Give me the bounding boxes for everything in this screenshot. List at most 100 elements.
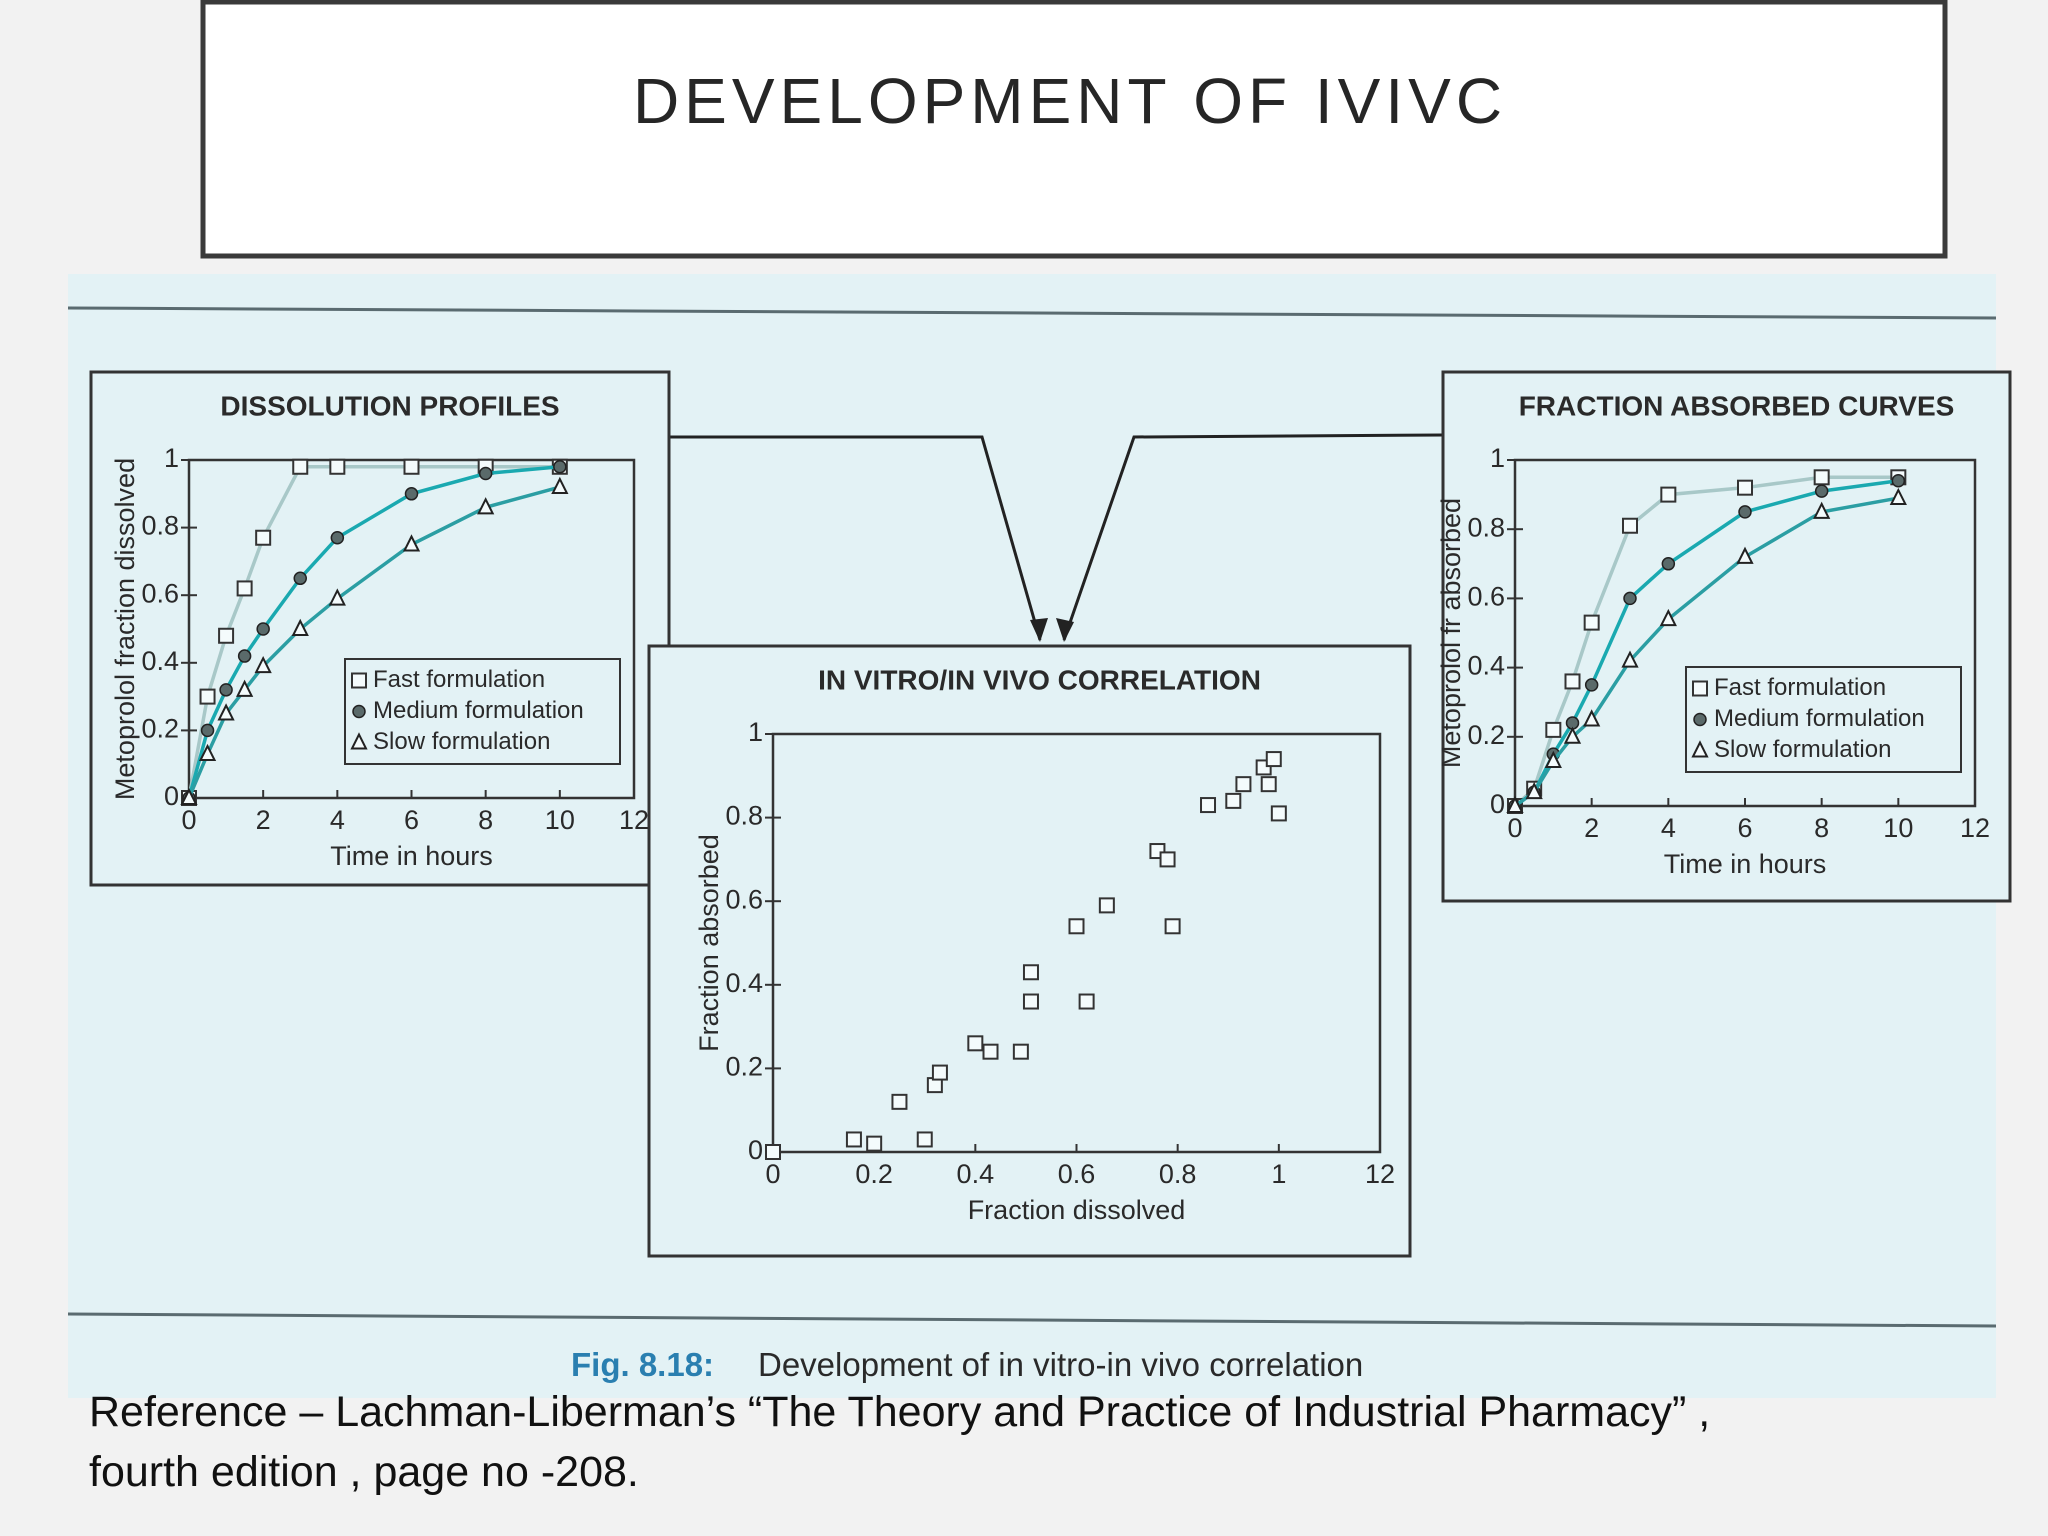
marker <box>1225 792 1242 809</box>
y-tick-label: 0 <box>164 781 179 811</box>
chart-title: DISSOLUTION PROFILES <box>220 390 559 421</box>
marker <box>1659 608 1677 627</box>
y-axis-label: Metoprolol fr absorbed <box>1436 498 1466 768</box>
marker <box>1621 650 1639 668</box>
y-tick-label: 0.4 <box>1467 651 1505 681</box>
chart-frame <box>1441 370 2012 903</box>
marker <box>236 679 254 697</box>
marker <box>1164 918 1181 935</box>
marker <box>1506 795 1524 813</box>
series-line <box>187 465 560 799</box>
marker <box>1012 1043 1029 1060</box>
y-tick-label: 0.2 <box>141 714 179 744</box>
x-tick-label: 10 <box>1883 813 1913 843</box>
marker <box>1545 721 1562 738</box>
x-tick-label: 12 <box>1365 1159 1395 1189</box>
y-axis-label: Fraction absorbed <box>694 834 724 1052</box>
marker <box>1813 469 1830 486</box>
marker <box>1693 712 1707 727</box>
marker <box>1068 918 1085 935</box>
arrow <box>669 435 1042 641</box>
y-tick-label: 0.8 <box>1467 512 1505 542</box>
x-tick-label: 2 <box>256 805 271 835</box>
marker <box>1583 709 1601 727</box>
legend-label: Medium formulation <box>373 697 584 724</box>
marker <box>1525 781 1543 800</box>
series-line <box>187 485 561 799</box>
marker <box>1022 964 1039 981</box>
x-tick-label: 0 <box>1507 813 1522 843</box>
marker <box>237 649 252 663</box>
legend-label: Slow formulation <box>373 728 550 755</box>
marker <box>352 704 366 719</box>
marker <box>1660 486 1677 503</box>
marker <box>553 460 567 474</box>
x-tick-label: 0 <box>765 1159 780 1189</box>
marker <box>330 530 345 545</box>
y-tick-label: 0.2 <box>725 1052 763 1082</box>
marker <box>218 627 235 644</box>
chart: IN VITRO/IN VIVO CORRELATION 0 0.2 0.4 0.6 0.… <box>647 644 1412 1258</box>
marker <box>1098 897 1115 914</box>
marker <box>478 466 493 481</box>
marker <box>1891 474 1906 488</box>
x-tick-label: 12 <box>1960 813 1990 843</box>
series-line <box>1513 475 1899 808</box>
x-tick-label: 0.6 <box>1058 1159 1096 1189</box>
y-tick-label: 0.8 <box>141 511 179 541</box>
x-axis-label: Fraction dissolved <box>968 1195 1186 1225</box>
marker <box>351 672 367 689</box>
y-tick-label: 1 <box>748 717 763 747</box>
marker <box>1623 591 1637 606</box>
reference-line: Reference – Lachman-Liberman’s “The Theo… <box>89 1388 1710 1436</box>
marker <box>1563 726 1582 744</box>
marker <box>1737 479 1753 496</box>
marker <box>329 458 346 475</box>
y-tick-label: 0.8 <box>725 801 763 831</box>
marker <box>866 1135 883 1152</box>
marker <box>1200 797 1217 814</box>
marker <box>916 1131 933 1148</box>
marker <box>180 787 198 805</box>
y-tick-label: 0.6 <box>725 884 763 914</box>
x-axis-label: Time in hours <box>330 841 493 871</box>
caption-text: Development of in vitro-in vivo correlat… <box>758 1346 1363 1383</box>
marker <box>931 1064 948 1081</box>
x-tick-label: 0 <box>181 805 196 835</box>
marker <box>199 688 216 705</box>
y-tick-label: 1 <box>1490 443 1505 473</box>
x-tick-label: 12 <box>619 805 649 835</box>
marker <box>845 1131 862 1148</box>
marker <box>1889 487 1907 506</box>
x-tick-label: 6 <box>404 805 419 835</box>
marker <box>1265 751 1282 768</box>
legend-label: Slow formulation <box>1714 736 1891 763</box>
marker <box>1692 680 1708 697</box>
y-tick-label: 0 <box>1490 789 1505 819</box>
marker <box>1813 501 1831 519</box>
marker <box>477 497 495 515</box>
x-tick-label: 0.8 <box>1159 1159 1197 1189</box>
x-tick-label: 10 <box>545 805 575 835</box>
marker <box>292 458 309 475</box>
marker <box>765 1144 781 1160</box>
marker <box>1078 993 1095 1010</box>
x-tick-label: 6 <box>1737 813 1752 843</box>
marker <box>982 1043 999 1060</box>
marker <box>198 743 217 762</box>
marker <box>1583 614 1600 631</box>
marker <box>1584 678 1599 692</box>
y-tick-label: 1 <box>164 443 179 473</box>
title-box <box>200 0 1948 259</box>
series-line <box>1513 479 1899 808</box>
legend-label: Fast formulation <box>373 666 545 693</box>
y-tick-label: 0.4 <box>725 968 763 998</box>
marker <box>1270 805 1287 822</box>
marker <box>1814 484 1829 498</box>
marker <box>1564 673 1581 690</box>
marker <box>236 580 253 597</box>
x-tick-label: 8 <box>478 805 493 835</box>
x-tick-label: 0.4 <box>957 1159 995 1189</box>
arrowhead <box>1030 618 1048 642</box>
marker <box>1622 517 1638 534</box>
